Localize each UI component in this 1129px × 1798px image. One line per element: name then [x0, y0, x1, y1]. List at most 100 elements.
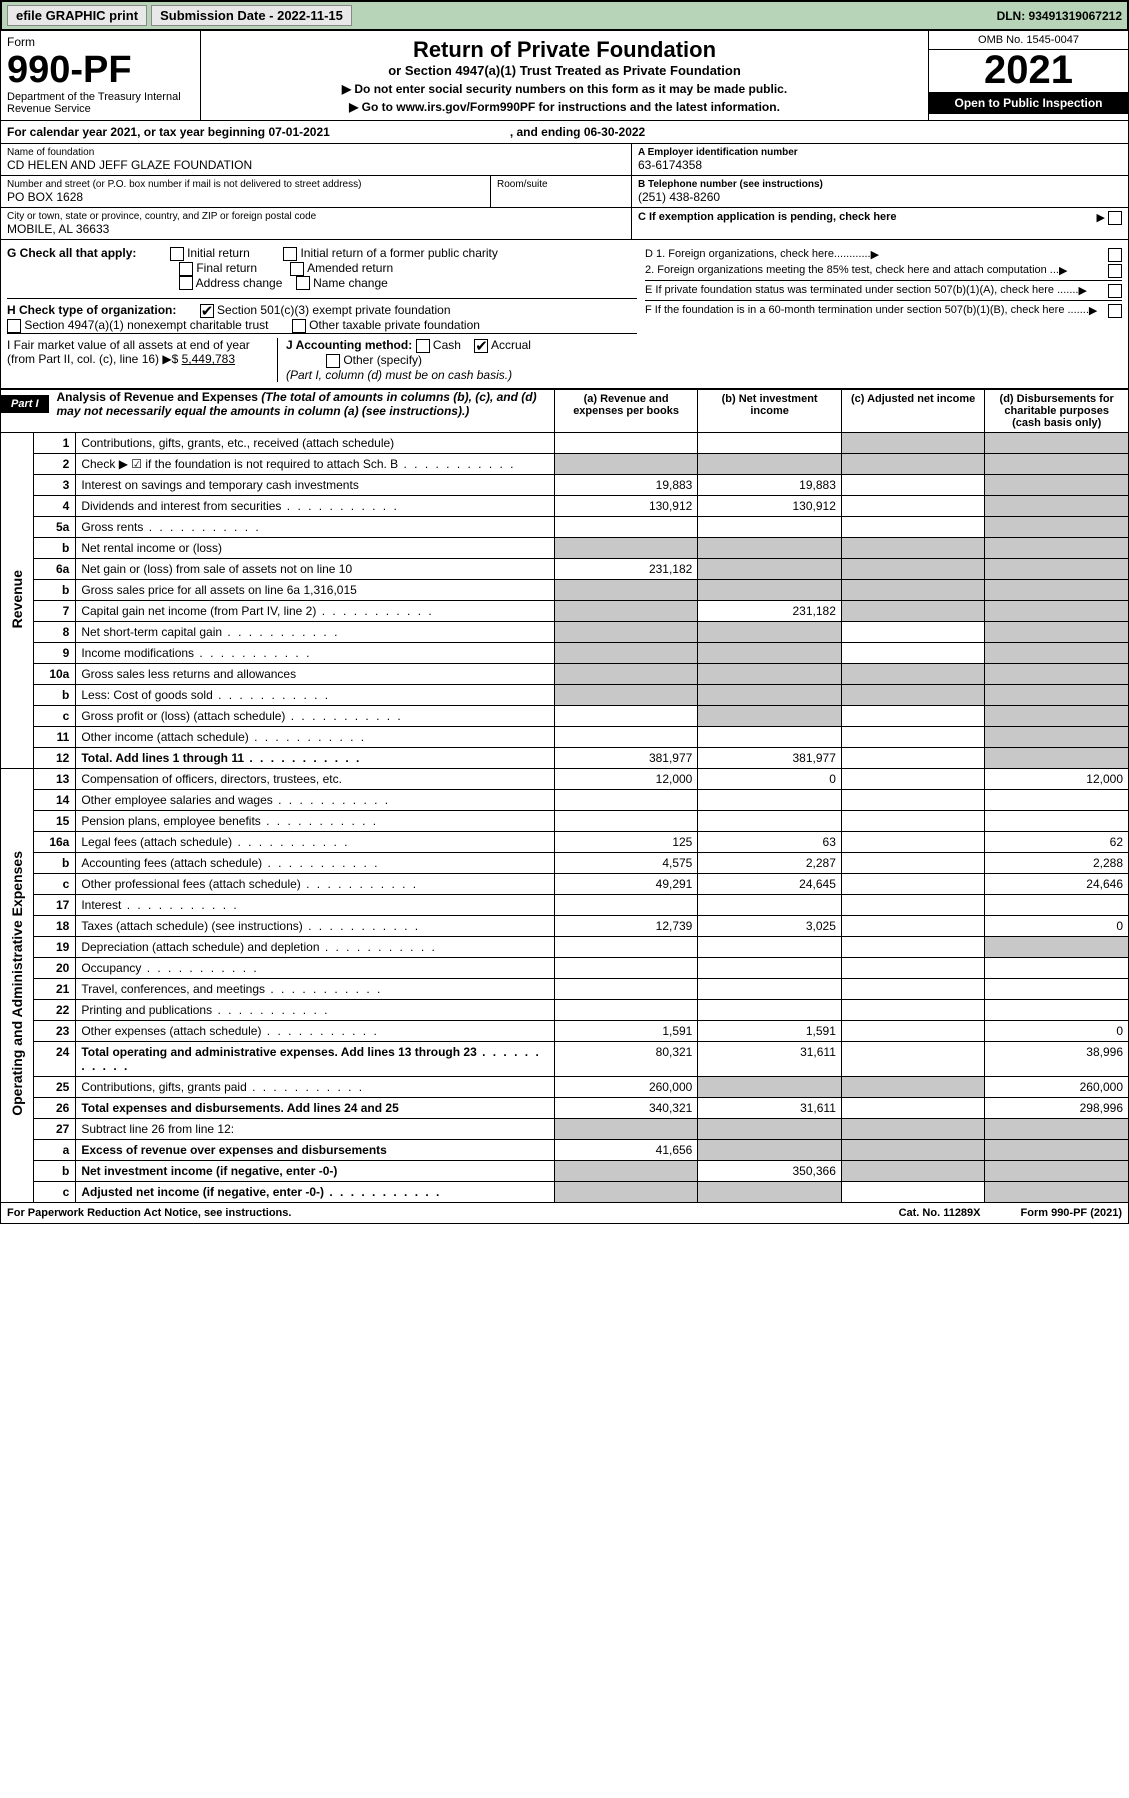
col-d: (d) Disbursements for charitable purpose… — [985, 389, 1129, 432]
table-row: 2Check ▶ ☑ if the foundation is not requ… — [1, 453, 1129, 474]
submission-btn[interactable]: Submission Date - 2022-11-15 — [151, 5, 352, 26]
year-row: For calendar year 2021, or tax year begi… — [0, 121, 1129, 144]
g-addr[interactable] — [179, 276, 193, 290]
address: PO BOX 1628 — [7, 190, 484, 204]
table-row: 24Total operating and administrative exp… — [1, 1041, 1129, 1076]
table-row: 3Interest on savings and temporary cash … — [1, 474, 1129, 495]
table-row: 27Subtract line 26 from line 12: — [1, 1118, 1129, 1139]
subtitle: or Section 4947(a)(1) Trust Treated as P… — [207, 63, 922, 78]
j-note: (Part I, column (d) must be on cash basi… — [286, 368, 512, 382]
table-row: 22Printing and publications — [1, 999, 1129, 1020]
ein: 63-6174358 — [638, 158, 1122, 172]
table-row: Operating and Administrative Expenses13C… — [1, 768, 1129, 789]
dln: DLN: 93491319067212 — [997, 9, 1122, 23]
table-row: 9Income modifications — [1, 642, 1129, 663]
table-row: cGross profit or (loss) (attach schedule… — [1, 705, 1129, 726]
table-row: 17Interest — [1, 894, 1129, 915]
tel-label: B Telephone number (see instructions) — [638, 179, 1122, 190]
table-row: 12Total. Add lines 1 through 11381,97738… — [1, 747, 1129, 768]
tax-year: 2021 — [929, 50, 1128, 90]
j-label: J Accounting method: — [286, 338, 412, 352]
table-row: 19Depreciation (attach schedule) and dep… — [1, 936, 1129, 957]
table-row: 14Other employee salaries and wages — [1, 789, 1129, 810]
open-inspection: Open to Public Inspection — [929, 92, 1128, 114]
h-other[interactable] — [292, 319, 306, 333]
g-initial[interactable] — [170, 247, 184, 261]
c-checkbox[interactable] — [1108, 211, 1122, 225]
part1-title: Analysis of Revenue and Expenses (The to… — [49, 390, 554, 418]
part1-table: Part I Analysis of Revenue and Expenses … — [0, 389, 1129, 1203]
room-label: Room/suite — [497, 179, 625, 190]
foundation-name: CD HELEN AND JEFF GLAZE FOUNDATION — [7, 158, 625, 172]
footer-form: Form 990-PF (2021) — [1021, 1207, 1122, 1219]
table-row: 10aGross sales less returns and allowanc… — [1, 663, 1129, 684]
part1-tag: Part I — [1, 395, 49, 413]
table-row: 18Taxes (attach schedule) (see instructi… — [1, 915, 1129, 936]
form-label: Form — [7, 35, 194, 49]
j-other[interactable] — [326, 354, 340, 368]
c-label: C If exemption application is pending, c… — [638, 211, 897, 223]
table-row: bLess: Cost of goods sold — [1, 684, 1129, 705]
h-label: H Check type of organization: — [7, 303, 176, 317]
table-row: 20Occupancy — [1, 957, 1129, 978]
expenses-label: Operating and Administrative Expenses — [9, 851, 25, 1116]
table-row: 23Other expenses (attach schedule)1,5911… — [1, 1020, 1129, 1041]
d2-box[interactable] — [1108, 264, 1122, 278]
addr-label: Number and street (or P.O. box number if… — [7, 179, 484, 190]
city: MOBILE, AL 36633 — [7, 222, 625, 236]
g-final[interactable] — [179, 262, 193, 276]
g-amended[interactable] — [290, 262, 304, 276]
revenue-label: Revenue — [9, 570, 25, 628]
form-number: 990-PF — [7, 51, 194, 89]
col-b: (b) Net investment income — [698, 389, 842, 432]
table-row: bAccounting fees (attach schedule)4,5752… — [1, 852, 1129, 873]
d1-box[interactable] — [1108, 248, 1122, 262]
h-501c3[interactable] — [200, 304, 214, 318]
form-header: Form 990-PF Department of the Treasury I… — [0, 31, 1129, 121]
efile-btn[interactable]: efile GRAPHIC print — [7, 5, 147, 26]
j-cash[interactable] — [416, 339, 430, 353]
year-end: , and ending 06-30-2022 — [510, 125, 645, 139]
h-4947[interactable] — [7, 319, 21, 333]
i-value: 5,449,783 — [182, 352, 235, 366]
title: Return of Private Foundation — [207, 37, 922, 63]
footer-left: For Paperwork Reduction Act Notice, see … — [7, 1207, 291, 1219]
table-row: Revenue1Contributions, gifts, grants, et… — [1, 432, 1129, 453]
e-box[interactable] — [1108, 284, 1122, 298]
warn: ▶ Do not enter social security numbers o… — [207, 82, 922, 96]
d2: 2. Foreign organizations meeting the 85%… — [645, 264, 1059, 278]
f-box[interactable] — [1108, 304, 1122, 318]
table-row: 11Other income (attach schedule) — [1, 726, 1129, 747]
g-label: G Check all that apply: — [7, 246, 136, 260]
dept: Department of the Treasury Internal Reve… — [7, 91, 194, 115]
f: F If the foundation is in a 60-month ter… — [645, 304, 1089, 318]
d1: D 1. Foreign organizations, check here..… — [645, 248, 871, 262]
city-label: City or town, state or province, country… — [7, 211, 625, 222]
table-row: bNet investment income (if negative, ent… — [1, 1160, 1129, 1181]
g-initial-pc[interactable] — [283, 247, 297, 261]
name-label: Name of foundation — [7, 147, 625, 158]
e: E If private foundation status was termi… — [645, 284, 1079, 298]
table-row: cOther professional fees (attach schedul… — [1, 873, 1129, 894]
table-row: cAdjusted net income (if negative, enter… — [1, 1181, 1129, 1202]
table-row: bGross sales price for all assets on lin… — [1, 579, 1129, 600]
ein-label: A Employer identification number — [638, 147, 1122, 158]
j-accrual[interactable] — [474, 339, 488, 353]
table-row: 16aLegal fees (attach schedule)1256362 — [1, 831, 1129, 852]
table-row: aExcess of revenue over expenses and dis… — [1, 1139, 1129, 1160]
telephone: (251) 438-8260 — [638, 190, 1122, 204]
footer-cat: Cat. No. 11289X — [899, 1207, 981, 1219]
col-a: (a) Revenue and expenses per books — [554, 389, 698, 432]
col-c: (c) Adjusted net income — [841, 389, 985, 432]
checkbox-section: G Check all that apply: Initial return I… — [0, 240, 1129, 389]
footer: For Paperwork Reduction Act Notice, see … — [0, 1203, 1129, 1224]
table-row: 7Capital gain net income (from Part IV, … — [1, 600, 1129, 621]
topbar: efile GRAPHIC print Submission Date - 20… — [0, 0, 1129, 31]
table-row: 15Pension plans, employee benefits — [1, 810, 1129, 831]
g-name[interactable] — [296, 276, 310, 290]
table-row: 6aNet gain or (loss) from sale of assets… — [1, 558, 1129, 579]
goto: ▶ Go to www.irs.gov/Form990PF for instru… — [207, 100, 922, 114]
year-begin: For calendar year 2021, or tax year begi… — [7, 125, 330, 139]
table-row: 25Contributions, gifts, grants paid260,0… — [1, 1076, 1129, 1097]
table-row: bNet rental income or (loss) — [1, 537, 1129, 558]
